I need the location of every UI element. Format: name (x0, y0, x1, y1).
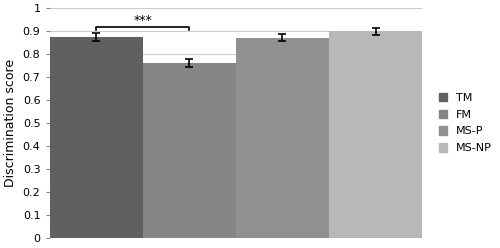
Text: ***: *** (134, 14, 152, 27)
Bar (142, 63, 236, 238)
Legend: TM, FM, MS-P, MS-NP: TM, FM, MS-P, MS-NP (435, 90, 496, 156)
Bar (329, 31, 422, 238)
Bar (50, 37, 142, 238)
Bar (236, 37, 329, 238)
Y-axis label: Discrimination score: Discrimination score (4, 59, 17, 187)
